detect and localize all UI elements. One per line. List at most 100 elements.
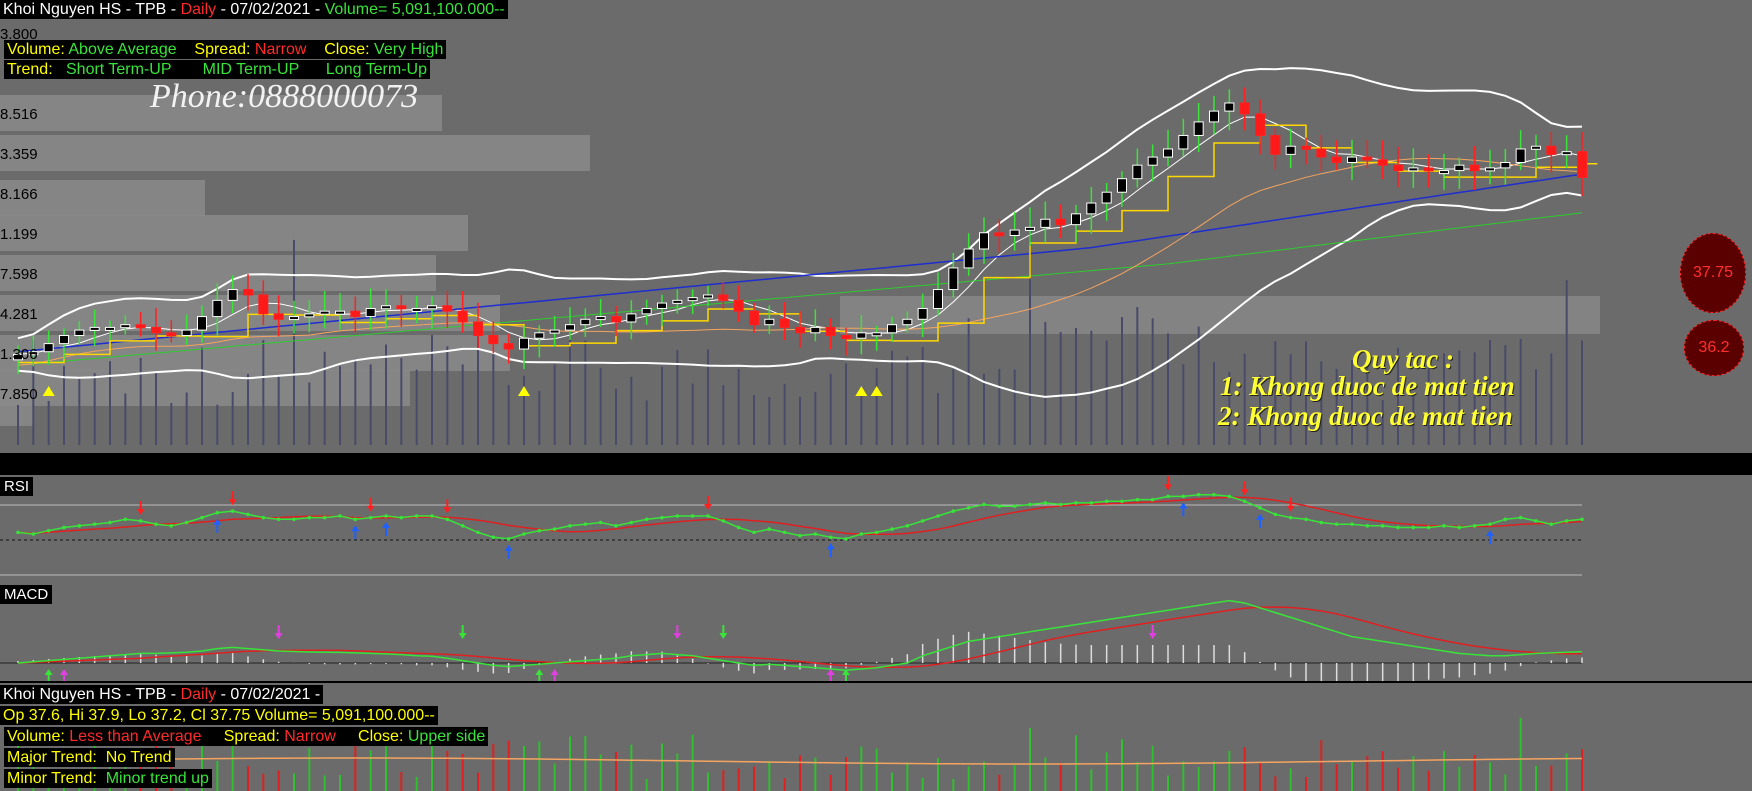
candle-body-7 — [120, 324, 131, 329]
candle-99 — [1531, 134, 1541, 169]
candle-44 — [687, 289, 698, 315]
rsi-point-66 — [1028, 502, 1032, 507]
ohlc-line: Op 37.6, Hi 37.9, Lo 37.2, Cl 37.75 Volu… — [0, 706, 438, 725]
rsi-point-13 — [215, 510, 220, 515]
rsi-arrow-head-6 — [443, 507, 452, 514]
candle-body-86 — [1331, 156, 1342, 163]
rsi-point-88 — [1365, 524, 1370, 528]
long-term-trend: Long Term-Up — [325, 61, 427, 78]
price-pane[interactable]: Phone:0888000073 3.800 8.516 3.359 8.166 1.1… — [0, 0, 1752, 453]
rsi-point-16 — [261, 515, 266, 520]
candle-14 — [227, 275, 238, 313]
candle-body-48 — [749, 310, 759, 326]
rsi-arrow-head-11 — [1179, 502, 1188, 509]
macd-pane[interactable]: MACD — [0, 583, 1752, 683]
candle-body-57 — [887, 324, 897, 334]
major-trend-value: No Trend — [105, 749, 172, 766]
rsi-point-0 — [16, 530, 20, 535]
candle-body-11 — [181, 329, 192, 337]
rsi-point-79 — [1227, 494, 1232, 499]
rsi-point-10 — [169, 524, 174, 528]
ohlc-values: Op 37.6, Hi 37.9, Lo 37.2, Cl 37.75 Volu… — [3, 707, 435, 724]
candle-45 — [703, 285, 713, 307]
rsi-point-57 — [890, 527, 894, 531]
minor-trend-label: Minor Trend: — [7, 770, 97, 787]
rsi-point-92 — [1426, 525, 1431, 530]
rsi-point-71 — [1104, 499, 1109, 504]
candle-5 — [89, 309, 100, 346]
rsi-point-30 — [476, 530, 480, 535]
macd-arrow-head-8 — [826, 669, 835, 675]
vp-label-7: 1.306 — [0, 346, 38, 363]
rsi-point-35 — [552, 527, 557, 531]
candle-body-64 — [994, 232, 1005, 237]
close-price-badge: 37.75 — [1680, 233, 1746, 313]
candle-body-76 — [1178, 134, 1189, 150]
bottom-spread-label: Spread: — [223, 728, 280, 745]
rsi-point-36 — [568, 524, 572, 528]
candle-63 — [979, 217, 989, 264]
bottom-status-line: Volume: Less than Average Spread: Narrow… — [4, 727, 489, 746]
trend-label: Trend: — [7, 61, 53, 78]
rsi-point-97 — [1503, 517, 1508, 522]
candle-body-47 — [733, 299, 744, 312]
rsi-point-33 — [522, 532, 526, 536]
candle-body-68 — [1055, 218, 1066, 226]
candle-body-51 — [795, 326, 805, 334]
candle-92 — [1423, 154, 1434, 188]
candle-body-35 — [549, 329, 560, 334]
candle-body-58 — [902, 318, 913, 326]
candle-body-5 — [89, 326, 100, 331]
volume-pane[interactable]: Khoi Nguyen HS - TPB - Daily - 07/02/202… — [0, 683, 1752, 791]
rsi-point-29 — [460, 524, 465, 528]
candle-87 — [1347, 139, 1357, 181]
macd-arrow-head-10 — [1148, 633, 1157, 639]
candle-32 — [503, 333, 514, 364]
rsi-point-25 — [399, 515, 404, 520]
rsi-point-32 — [506, 537, 511, 541]
rsi-point-94 — [1457, 525, 1462, 530]
volume-profile-bar-1 — [0, 135, 590, 171]
vp-label-0: 3.800 — [0, 26, 38, 43]
candle-body-45 — [703, 294, 713, 299]
candle-75 — [1163, 129, 1173, 167]
volume-profile-bar-0 — [0, 95, 442, 131]
candle-body-98 — [1515, 148, 1526, 163]
candle-9 — [151, 308, 161, 351]
candle-52 — [810, 309, 821, 342]
candle-body-14 — [227, 289, 238, 301]
candle-68 — [1055, 204, 1066, 239]
candle-58 — [902, 311, 913, 333]
volume-profile-bar-poc — [840, 296, 1600, 334]
candle-76 — [1178, 118, 1189, 157]
candle-21 — [335, 293, 345, 330]
bottom-close-label: Close: — [358, 728, 404, 745]
rsi-point-53 — [828, 535, 833, 540]
candle-body-92 — [1423, 167, 1434, 172]
rsi-point-67 — [1043, 501, 1048, 505]
rsi-pane[interactable]: RSI — [0, 475, 1752, 583]
rsi-point-69 — [1074, 501, 1078, 505]
candle-74 — [1147, 144, 1158, 182]
candle-42 — [657, 294, 667, 326]
candle-8 — [135, 311, 146, 337]
mid-term-trend: MID Term-UP — [202, 61, 300, 78]
rsi-point-14 — [230, 509, 235, 513]
rsi-point-87 — [1350, 522, 1354, 526]
candle-88 — [1362, 140, 1373, 169]
candle-body-18 — [289, 316, 299, 321]
rsi-point-64 — [997, 504, 1002, 508]
candle-94 — [1454, 157, 1465, 189]
bottom-period: Daily — [180, 686, 217, 703]
candle-body-53 — [825, 326, 836, 337]
rsi-point-12 — [200, 515, 204, 520]
macd-title: MACD — [0, 585, 53, 604]
chart-header: Khoi Nguyen HS - TPB - Daily - 07/02/202… — [0, 0, 508, 19]
macd-arrow-head-4 — [535, 669, 544, 675]
rsi-point-23 — [368, 515, 373, 520]
secondary-price-badge: 36.2 — [1684, 320, 1744, 376]
candle-body-96 — [1485, 167, 1495, 172]
candle-body-99 — [1531, 145, 1541, 150]
candle-body-62 — [963, 248, 974, 269]
buy-signal-triangle-0 — [42, 386, 55, 396]
